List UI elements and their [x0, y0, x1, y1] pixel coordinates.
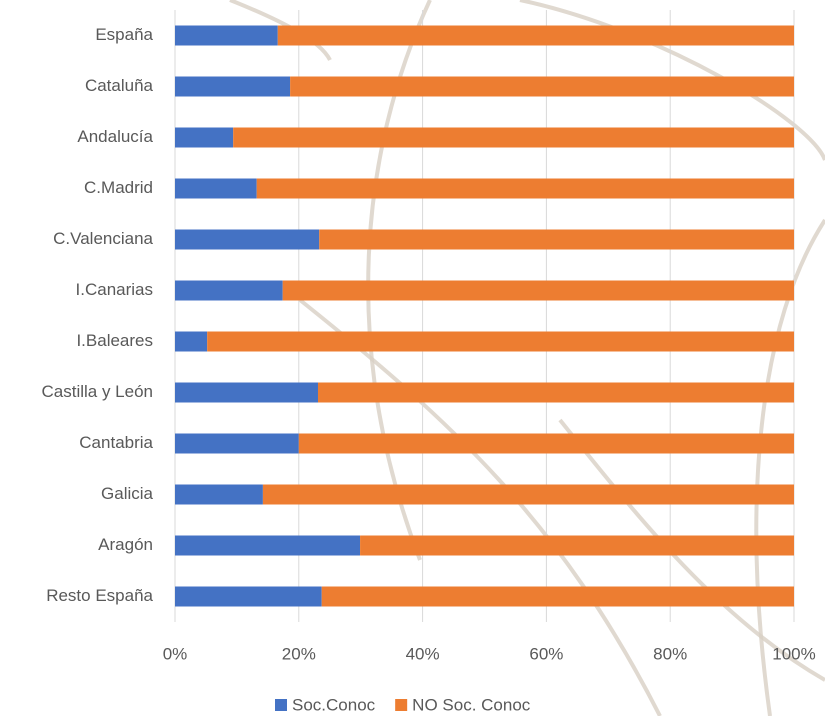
bar-segment — [175, 586, 322, 607]
y-tick-label: C.Valenciana — [53, 229, 153, 248]
bar-segment — [317, 382, 794, 403]
bar-segment — [175, 331, 208, 352]
decor-arc — [298, 298, 662, 716]
bar-segment — [298, 433, 794, 454]
bar-segment — [175, 229, 320, 250]
bar-segment — [175, 535, 361, 556]
bar-segment — [175, 484, 263, 505]
bar-segment — [262, 484, 794, 505]
legend-swatch — [395, 699, 408, 711]
decor-arc — [366, 0, 432, 561]
x-tick-label: 100% — [772, 644, 815, 663]
y-tick-label: España — [95, 25, 153, 44]
bar-segment — [175, 178, 257, 199]
bar-segment — [360, 535, 794, 556]
legend-label: NO Soc. Conoc — [412, 695, 531, 714]
bar-segment — [175, 433, 299, 454]
y-tick-label: Andalucía — [77, 127, 153, 146]
decor-arc — [519, 0, 825, 161]
background-decoration — [229, 0, 825, 716]
bar-segment — [207, 331, 795, 352]
x-tick-label: 80% — [653, 644, 687, 663]
y-tick-label: Castilla y León — [41, 382, 153, 401]
x-tick-label: 20% — [282, 644, 316, 663]
bar-segment — [175, 280, 283, 301]
bar-segment — [321, 586, 794, 607]
y-tick-label: Galicia — [101, 484, 154, 503]
bar-segment — [175, 382, 318, 403]
x-tick-label: 0% — [163, 644, 188, 663]
y-tick-label: Resto España — [46, 586, 153, 605]
bar-segment — [233, 127, 794, 148]
bar-segment — [175, 25, 278, 46]
y-tick-label: Aragón — [98, 535, 153, 554]
legend-swatch — [275, 699, 287, 711]
x-tick-label: 40% — [406, 644, 440, 663]
y-tick-label: C.Madrid — [84, 178, 153, 197]
bar-segment — [277, 25, 794, 46]
decor-arc — [558, 418, 825, 682]
bar-segment — [175, 76, 291, 97]
decor-arc — [754, 218, 825, 716]
y-tick-label: Cataluña — [85, 76, 154, 95]
bar-segment — [282, 280, 794, 301]
legend-label: Soc.Conoc — [292, 695, 376, 714]
x-tick-label: 60% — [529, 644, 563, 663]
y-tick-label: Cantabria — [79, 433, 153, 452]
y-tick-label: I.Baleares — [76, 331, 153, 350]
y-tick-label: I.Canarias — [76, 280, 153, 299]
bar-segment — [290, 76, 794, 97]
bar-segment — [256, 178, 794, 199]
bar-segment — [175, 127, 234, 148]
bar-segment — [319, 229, 794, 250]
